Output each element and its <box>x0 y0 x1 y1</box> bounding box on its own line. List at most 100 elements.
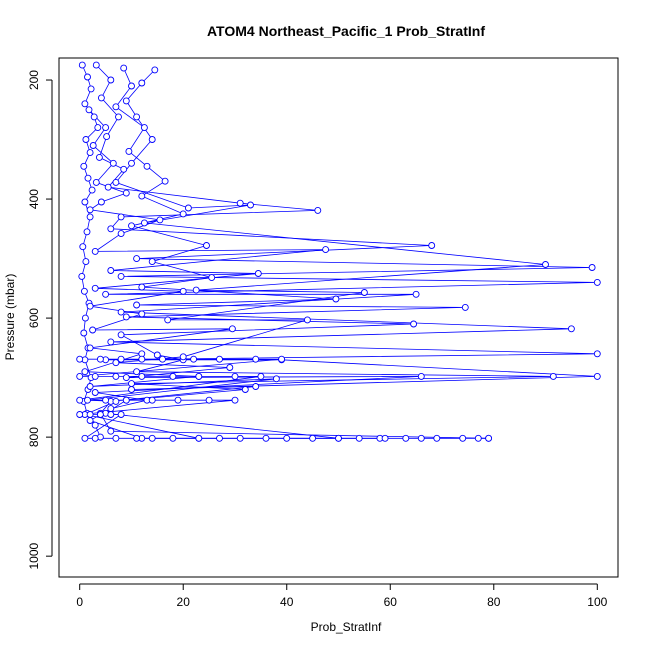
data-point-4-14 <box>164 316 172 324</box>
data-point-6-46 <box>417 434 425 442</box>
data-point-6-32 <box>112 434 120 442</box>
chart-title: ATOM4 Northeast_Pacific_1 Prob_StratInf <box>207 23 485 39</box>
data-point-5-12 <box>322 246 330 254</box>
data-point-1-4 <box>81 100 89 108</box>
data-point-2-31 <box>107 427 115 435</box>
data-point-6-24 <box>231 396 239 404</box>
data-point-2-3 <box>97 94 105 102</box>
data-point-4-5 <box>148 136 156 143</box>
data-point-4-16 <box>179 353 187 361</box>
data-point-4-12 <box>192 286 200 294</box>
y-tick-label-1000: 1000 <box>27 542 41 569</box>
data-point-6-2 <box>96 355 104 363</box>
data-point-2-2 <box>107 76 115 84</box>
data-point-4-20 <box>417 372 425 380</box>
data-point-5-20 <box>228 325 236 333</box>
data-point-3-2 <box>128 82 135 90</box>
data-point-5-15 <box>91 284 99 292</box>
data-point-5-21 <box>86 344 94 352</box>
data-point-3-14 <box>138 283 146 291</box>
data-point-1-20 <box>81 314 89 322</box>
data-point-2-18 <box>102 290 110 298</box>
data-point-6-18 <box>76 396 84 404</box>
series-line-4 <box>89 69 546 439</box>
data-point-6-8 <box>252 355 260 363</box>
data-point-5-14 <box>254 270 262 277</box>
data-point-5-10 <box>117 230 125 238</box>
data-point-6-43 <box>355 434 363 442</box>
data-point-2-14 <box>133 255 141 263</box>
data-point-4-10 <box>140 219 148 227</box>
data-point-6-7 <box>216 355 223 363</box>
x-tick-label-60: 60 <box>384 595 398 609</box>
data-point-3-6 <box>143 162 151 170</box>
data-point-1-16 <box>82 258 90 266</box>
series-line-2 <box>96 64 598 439</box>
plot-area <box>58 57 619 578</box>
data-point-4-9 <box>247 201 254 209</box>
y-tick-label-800: 800 <box>27 427 41 447</box>
data-point-6-9 <box>278 355 286 363</box>
data-point-2-10 <box>314 206 322 214</box>
data-point-1-5 <box>90 113 98 121</box>
x-tick-label-0: 0 <box>76 595 83 609</box>
data-point-6-45 <box>402 434 410 442</box>
data-point-5-5 <box>92 178 100 186</box>
x-tick-label-80: 80 <box>487 595 501 609</box>
data-point-6-15 <box>195 372 203 380</box>
data-point-6-40 <box>283 434 291 442</box>
data-point-1-15 <box>79 243 87 251</box>
data-point-6-11 <box>91 372 99 380</box>
data-point-3-24 <box>549 372 557 380</box>
y-tick-label-600: 600 <box>27 308 41 328</box>
plot-frame <box>58 57 619 578</box>
data-point-5-7 <box>97 198 105 206</box>
data-point-5-18 <box>138 310 146 318</box>
data-point-5-9 <box>156 216 164 224</box>
data-point-2-7 <box>120 165 128 173</box>
data-point-1-3 <box>87 85 95 93</box>
data-point-6-36 <box>195 434 203 442</box>
data-point-2-16 <box>117 272 125 280</box>
data-point-6-47 <box>433 434 441 442</box>
data-point-4-4 <box>133 113 141 121</box>
data-point-2-13 <box>428 242 436 249</box>
data-point-2-17 <box>593 278 601 286</box>
data-point-6-41 <box>309 434 317 442</box>
data-point-6-31 <box>91 434 99 442</box>
data-point-1-28 <box>91 421 99 429</box>
data-point-3-20 <box>117 331 125 339</box>
data-point-6-37 <box>216 434 223 442</box>
data-point-4-7 <box>112 178 120 186</box>
data-point-4-6 <box>128 159 135 167</box>
data-point-4-11 <box>542 261 549 268</box>
data-point-3-4 <box>140 124 148 132</box>
data-point-1-8 <box>86 149 94 157</box>
data-point-5-3 <box>89 142 97 149</box>
data-point-6-3 <box>117 355 125 363</box>
data-point-3-3 <box>112 103 120 111</box>
y-tick-label-200: 200 <box>27 70 41 90</box>
data-point-3-26 <box>241 386 249 393</box>
data-point-6-26 <box>86 411 94 418</box>
data-point-6-22 <box>174 396 182 404</box>
data-point-3-23 <box>133 368 141 376</box>
data-point-3-12 <box>148 258 156 266</box>
data-point-2-1 <box>92 61 100 69</box>
x-axis-label: Prob_StratInf <box>311 620 382 634</box>
data-point-6-23 <box>205 396 213 404</box>
y-axis-label: Pressure (mbar) <box>3 274 17 361</box>
data-point-3-16 <box>133 301 141 309</box>
data-point-2-11 <box>117 213 125 221</box>
data-point-5-28 <box>112 397 120 405</box>
data-point-1-18 <box>80 287 88 295</box>
x-tick-label-20: 20 <box>177 595 191 609</box>
data-point-6-4 <box>138 355 146 363</box>
data-point-1-21 <box>80 329 88 337</box>
series-line-5 <box>83 109 326 439</box>
data-point-5-6 <box>122 189 130 197</box>
data-point-4-24 <box>86 417 94 424</box>
x-axis: 0 20 40 60 80 100 <box>76 583 608 609</box>
data-point-4-13 <box>360 289 368 296</box>
data-point-6-25 <box>76 411 84 418</box>
